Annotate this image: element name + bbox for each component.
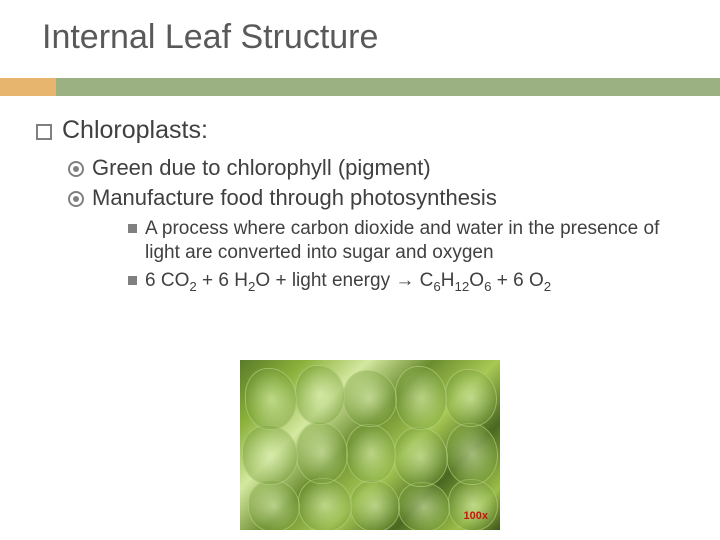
- list-item: 6 CO2 + 6 H2O + light energy → C6H12O6 +…: [128, 269, 690, 295]
- cell-shape: [445, 369, 497, 427]
- point-manufacture: Manufacture food through photosynthesis: [92, 185, 497, 211]
- scale-label: 100x: [464, 510, 488, 522]
- cell-shape: [448, 479, 498, 530]
- list-item: Manufacture food through photosynthesis: [68, 185, 690, 211]
- list-item: Green due to chlorophyll (pigment): [68, 155, 690, 181]
- square-bullet-icon: [36, 124, 52, 140]
- cell-shape: [395, 366, 447, 430]
- accent-bar: [0, 78, 720, 96]
- point-green: Green due to chlorophyll (pigment): [92, 155, 431, 181]
- target-bullet-icon: [68, 191, 84, 207]
- cell-shape: [346, 424, 396, 483]
- list-item: Chloroplasts:: [36, 116, 690, 145]
- list-item: A process where carbon dioxide and water…: [128, 217, 690, 265]
- detail-process: A process where carbon dioxide and water…: [145, 217, 690, 265]
- detail-equation: 6 CO2 + 6 H2O + light energy → C6H12O6 +…: [145, 269, 551, 295]
- cell-shape: [296, 422, 348, 484]
- cell-shape: [398, 482, 450, 530]
- microscope-image: 100x: [240, 360, 500, 530]
- heading-chloroplasts: Chloroplasts:: [62, 116, 208, 145]
- cell-shape: [242, 425, 298, 485]
- content-area: Chloroplasts: Green due to chlorophyll (…: [36, 116, 690, 299]
- cell-shape: [245, 368, 297, 430]
- target-bullet-icon: [68, 161, 84, 177]
- accent-orange: [0, 78, 56, 96]
- cell-shape: [446, 423, 498, 485]
- accent-green: [56, 78, 720, 96]
- cell-shape: [248, 480, 300, 530]
- cell-shape: [295, 365, 345, 425]
- square-filled-bullet-icon: [128, 224, 137, 233]
- page-title: Internal Leaf Structure: [42, 18, 720, 57]
- cell-shape: [298, 478, 352, 530]
- cell-shape: [343, 370, 397, 427]
- cell-shape: [394, 427, 448, 487]
- square-filled-bullet-icon: [128, 276, 137, 285]
- cell-shape: [350, 480, 400, 530]
